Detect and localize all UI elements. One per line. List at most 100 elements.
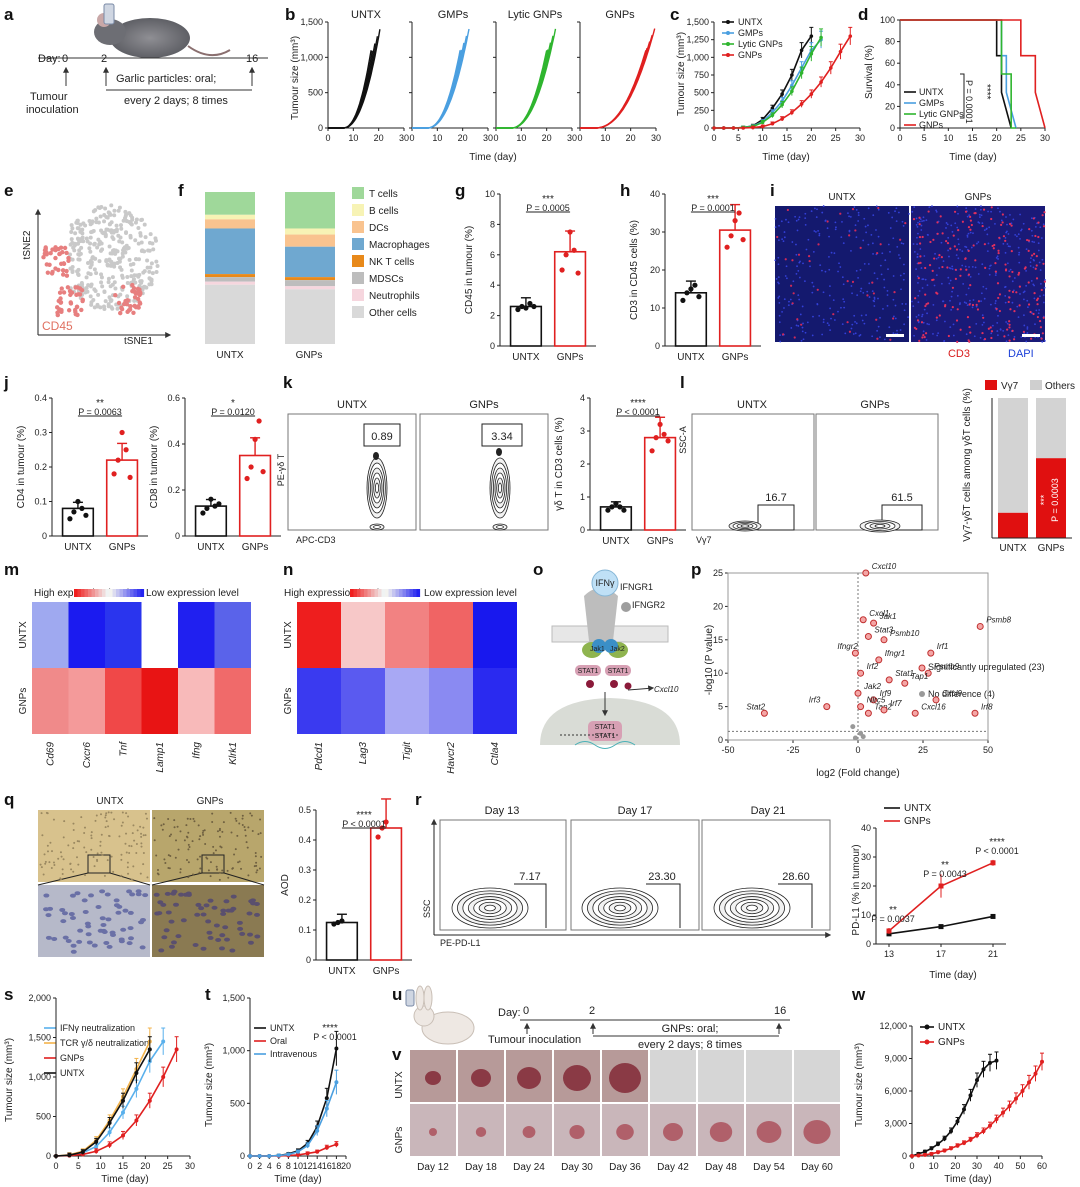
flow-contour (874, 524, 886, 528)
volcano-label: Stat1 (895, 669, 914, 678)
legend-label: UNTX (938, 1022, 966, 1033)
texture (251, 829, 254, 832)
replicate-dot (657, 421, 663, 427)
tsne-cd45-point (60, 268, 66, 273)
dapi-dot (811, 281, 814, 284)
dapi-dot (900, 242, 903, 245)
panel-letter-k: k (283, 373, 293, 392)
replicate-dot (728, 233, 734, 239)
cd3-dot (938, 314, 941, 317)
dapi-dot (990, 332, 993, 335)
dapi-dot (1022, 222, 1025, 225)
dapi-dot (847, 212, 849, 215)
b-curve (580, 34, 653, 129)
y-label: CD45 in tumour (%) (464, 226, 475, 314)
y-label: CD4 in tumour (%) (16, 426, 27, 509)
heat-cell (178, 602, 215, 668)
tsne-point (153, 236, 158, 241)
tsne-point (89, 302, 94, 307)
data-point (107, 1130, 112, 1135)
texture (139, 872, 142, 875)
nucleus (77, 928, 84, 933)
x-tick-label: 0 (909, 1161, 914, 1171)
texture (249, 812, 252, 815)
nucleus (95, 904, 102, 909)
heat-gradient-step (84, 589, 89, 597)
tsne-point (110, 275, 115, 280)
l-cat-gnps: GNPs (1038, 543, 1065, 554)
tsne-point (116, 208, 121, 213)
heat-cell (429, 668, 473, 734)
dapi-dot (951, 230, 954, 233)
f-segment-Neutrophils (205, 281, 255, 285)
dapi-dot (996, 330, 999, 332)
x-tick-label: -25 (786, 745, 799, 755)
volcano-label: Irf1 (937, 642, 949, 651)
data-point (990, 860, 996, 866)
dapi-dot (894, 317, 897, 320)
heat-gradient-step (364, 589, 368, 597)
tsne-point (88, 249, 93, 254)
texture (104, 826, 107, 829)
dapi-dot (800, 339, 803, 342)
tsne-point (106, 210, 111, 215)
dapi-dot (964, 245, 966, 248)
l-pval: P = 0.0003 (1050, 478, 1060, 522)
texture (48, 861, 51, 864)
dapi-dot (1006, 262, 1009, 265)
dapi-dot (822, 205, 825, 207)
dapi-dot (798, 261, 801, 264)
cd3-dot (1008, 222, 1012, 226)
dapi-dot (837, 310, 839, 313)
dapi-dot (935, 274, 938, 277)
day-16: 16 (246, 53, 258, 65)
replicate-dot (383, 819, 389, 825)
cd3-dot (990, 206, 993, 209)
cd3-dot (1042, 316, 1045, 319)
texture (72, 829, 75, 832)
panel-letter-e: e (4, 181, 13, 200)
dapi-dot (777, 297, 780, 299)
data-point (809, 92, 814, 96)
data-point (1033, 1071, 1038, 1076)
dapi-dot (875, 229, 877, 231)
texture (167, 818, 170, 821)
dapi-dot (894, 210, 896, 213)
dapi-dot (855, 269, 858, 272)
tsne-cd45-point (48, 250, 53, 256)
replicate-dot (609, 504, 615, 510)
dapi-dot (899, 257, 901, 260)
tsne-point (134, 217, 139, 222)
tsne-cd45-point (125, 298, 131, 303)
cd3-dot (1032, 252, 1036, 255)
texture (57, 857, 60, 860)
tsne-point (123, 218, 128, 223)
texture (202, 833, 205, 836)
dapi-dot (991, 324, 994, 327)
l-val-untx: 16.7 (765, 492, 786, 504)
x-tick-label: 4 (267, 1161, 272, 1171)
f-legend-swatch (352, 221, 364, 233)
v-day-label: Day 24 (513, 1162, 545, 1173)
dapi-dot (988, 226, 991, 229)
dapi-dot (877, 235, 880, 238)
y-tick-label: 0.2 (34, 462, 47, 472)
b-curve (328, 36, 379, 129)
p-value: P = 0.0120 (211, 407, 255, 417)
texture (226, 869, 229, 872)
cd3-dot (983, 243, 986, 246)
tsne-cd45-point (58, 296, 63, 301)
texture (60, 855, 63, 858)
cd3-dot (876, 337, 879, 340)
dapi-dot (921, 220, 923, 223)
cd3-dot (1034, 234, 1037, 238)
data-point (248, 1154, 252, 1158)
tsne-point (88, 235, 93, 240)
heat-gradient-step (81, 589, 85, 597)
nucleus (247, 932, 254, 937)
dapi-dot (1026, 327, 1029, 330)
v-tumour-gnps (429, 1128, 437, 1136)
replicate-dot (692, 282, 698, 288)
tsne-point (155, 264, 160, 269)
cd3-dot (981, 224, 984, 228)
